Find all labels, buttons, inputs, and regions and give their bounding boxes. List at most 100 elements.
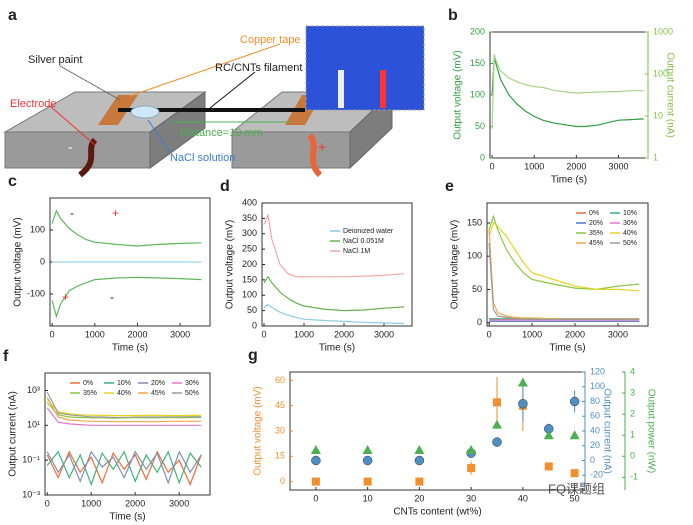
x-tick-label: 1000 bbox=[524, 161, 544, 171]
plot-frame bbox=[486, 202, 649, 327]
y-tick-label: 30 bbox=[275, 425, 285, 435]
legend-label: 20% bbox=[589, 220, 603, 227]
y-tick-label: 50 bbox=[475, 121, 485, 131]
x-tick-label: 3000 bbox=[608, 161, 628, 171]
y2-axis-label: Output current (nA) bbox=[664, 52, 675, 138]
y3-tick-label: -1 bbox=[630, 472, 638, 482]
series-line bbox=[491, 53, 644, 129]
marker bbox=[570, 469, 579, 478]
x-tick-label: 0 bbox=[261, 329, 266, 339]
y-tick-label: 300 bbox=[242, 228, 257, 238]
y3-tick-label: 3 bbox=[630, 387, 635, 397]
y-tick-label: 45 bbox=[275, 400, 285, 410]
marker bbox=[362, 444, 373, 454]
y-axis-label: Output voltage (mV) bbox=[253, 386, 264, 475]
x-axis-label: Time (s) bbox=[551, 175, 587, 186]
x-tick-label: 3000 bbox=[608, 329, 628, 339]
y2-tick-label: 80 bbox=[590, 396, 600, 406]
label: + bbox=[318, 139, 326, 155]
marker bbox=[311, 477, 320, 486]
series-line bbox=[488, 242, 640, 320]
y-tick-label: 400 bbox=[242, 197, 257, 207]
y-tick-label: 10⁻³ bbox=[22, 489, 40, 499]
marker bbox=[569, 396, 580, 407]
plot-frame bbox=[489, 31, 649, 159]
y-tick-label: 350 bbox=[242, 213, 257, 223]
series-line bbox=[263, 213, 405, 278]
x-tick-label: 0 bbox=[313, 493, 318, 503]
series-line bbox=[46, 399, 202, 417]
x-tick-label: 3000 bbox=[374, 329, 394, 339]
plot-frame bbox=[289, 371, 586, 491]
x-tick-label: 2000 bbox=[566, 161, 586, 171]
legend-label: NaCl 0.051M bbox=[343, 238, 384, 245]
slab bbox=[4, 131, 151, 169]
x-axis-label: Time (s) bbox=[549, 343, 585, 354]
y3-axis-label: Output power (nW) bbox=[645, 389, 656, 473]
y-tick-label: 50 bbox=[247, 305, 257, 315]
x-tick-label: 2000 bbox=[125, 498, 145, 508]
series-line bbox=[263, 303, 405, 325]
label: Electrode bbox=[10, 98, 56, 110]
legend-label: 40% bbox=[117, 390, 131, 397]
series-line bbox=[491, 57, 644, 128]
marker bbox=[544, 462, 553, 471]
marker bbox=[492, 437, 502, 447]
series-line bbox=[46, 391, 202, 419]
x-tick-label: 50 bbox=[570, 493, 580, 503]
y2-tick-label: 120 bbox=[590, 366, 605, 376]
series-line bbox=[46, 407, 202, 426]
leader bbox=[209, 71, 256, 109]
legend-label: 35% bbox=[83, 390, 97, 397]
series-line bbox=[46, 397, 202, 423]
y-axis-label: Output voltage (mV) bbox=[13, 217, 24, 306]
legend-label: 45% bbox=[151, 390, 165, 397]
marker bbox=[414, 455, 425, 466]
legend-label: 50% bbox=[623, 240, 637, 247]
marker bbox=[415, 477, 424, 486]
y2-tick-label: 1 bbox=[653, 152, 658, 162]
y-axis-label: Output current (nA) bbox=[8, 391, 19, 477]
annotation: - bbox=[110, 290, 114, 304]
x-axis-label: Time (s) bbox=[112, 343, 148, 354]
label: Silver paint bbox=[28, 54, 82, 66]
legend-label: 30% bbox=[185, 380, 199, 387]
inset-strip bbox=[338, 70, 344, 108]
y-tick-label: 10³ bbox=[27, 385, 40, 395]
x-tick-label: 20 bbox=[414, 493, 424, 503]
label: Copper tape bbox=[240, 34, 301, 46]
y2-tick-label: 100 bbox=[653, 68, 668, 78]
x-tick-label: 1000 bbox=[85, 329, 105, 339]
marker bbox=[492, 419, 503, 429]
y-tick-label: 10⁻¹ bbox=[22, 455, 40, 465]
x-axis-label: Time (s) bbox=[109, 512, 145, 523]
legend-label: NaCl 1M bbox=[343, 248, 370, 255]
plot-frame bbox=[44, 372, 211, 496]
x-tick-label: 1000 bbox=[81, 498, 101, 508]
marker bbox=[517, 377, 528, 387]
y-tick-label: 15 bbox=[275, 451, 285, 461]
marker bbox=[493, 398, 502, 407]
x-tick-label: 0 bbox=[50, 329, 55, 339]
y-tick-label: 100 bbox=[470, 89, 485, 99]
x-tick-label: 0 bbox=[487, 329, 492, 339]
y-tick-label: 0 bbox=[480, 152, 485, 162]
y-tick-label: 50 bbox=[472, 284, 482, 294]
y-tick-label: 200 bbox=[470, 26, 485, 36]
x-tick-label: 10 bbox=[363, 493, 373, 503]
marker bbox=[310, 444, 321, 454]
panel-letter: b bbox=[448, 7, 458, 24]
x-tick-label: 2000 bbox=[334, 329, 354, 339]
y2-tick-label: 10 bbox=[653, 110, 663, 120]
y-tick-label: 10¹ bbox=[27, 420, 40, 430]
inset-strip bbox=[380, 70, 386, 108]
series-line bbox=[46, 450, 202, 487]
panel-letter: g bbox=[248, 347, 258, 364]
y2-tick-label: -20 bbox=[590, 470, 603, 480]
marker bbox=[569, 430, 580, 440]
x-tick-label: 2000 bbox=[127, 329, 147, 339]
y2-tick-label: 1000 bbox=[653, 26, 673, 36]
x-tick-label: 0 bbox=[490, 161, 495, 171]
droplet bbox=[130, 105, 160, 119]
x-tick-label: 1000 bbox=[294, 329, 314, 339]
